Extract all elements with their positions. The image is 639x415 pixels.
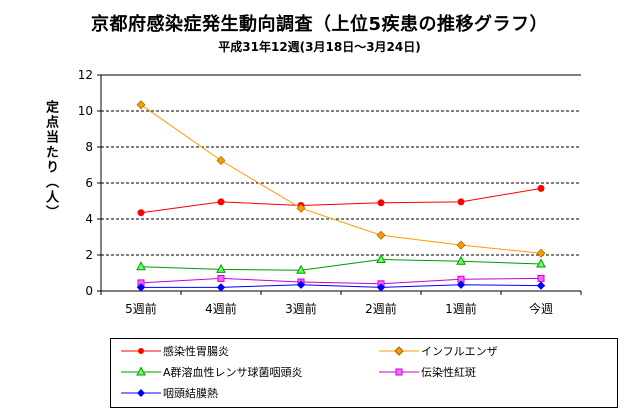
legend-item: 感染性胃腸炎 [121,344,229,358]
legend-label: 伝染性紅斑 [421,366,476,379]
data-point [456,280,466,289]
data-point [136,100,146,110]
data-point [376,283,386,292]
legend-label: インフルエンザ [421,345,498,358]
series-line [141,284,542,288]
data-point [296,264,306,274]
data-point [216,263,226,273]
chart-subtitle: 平成31年12週(3月18日～3月24日) [218,40,421,54]
x-tick-label: 1週前 [445,301,477,316]
data-point [216,283,226,292]
series-line [140,277,542,285]
series-line [140,258,542,271]
x-tick-label: 2週前 [365,301,397,316]
data-point [537,274,545,282]
data-point [376,253,386,263]
y-tick-label: 6 [85,176,93,190]
legend-label: A群溶血性レンサ球菌咽頭炎 [163,366,303,379]
legend-item: A群溶血性レンサ球菌咽頭炎 [121,365,303,379]
y-tick-label: 12 [78,68,93,82]
series-line [140,104,542,254]
data-point [457,198,465,206]
data-point [296,280,306,289]
data-point [217,198,225,206]
legend: 感染性胃腸炎 インフルエンザ A群溶血性レンサ球菌咽頭炎 伝染性紅斑咽頭結膜熱 [110,338,618,408]
data-point [216,156,226,165]
data-point [136,261,146,271]
legend-item: インフルエンザ [379,344,498,358]
line-chart: 0 2 4 6 8 10 12 5週前 4週前 3週前 2週前 1週前 今週 [78,68,582,316]
y-tick-label: 2 [85,248,93,262]
data-point [137,209,145,217]
data-point [377,199,385,207]
legend-swatch [379,368,419,376]
data-point [136,283,146,292]
legend-swatch [121,389,161,397]
x-tick-label: 5週前 [125,301,157,316]
legend-label: 咽頭結膜熱 [163,387,218,400]
data-point [456,240,466,250]
data-point [296,203,306,213]
legend-item: 伝染性紅斑 [379,365,476,379]
data-point [456,255,466,265]
y-tick-label: 8 [85,140,93,154]
data-point [536,258,546,268]
data-point [536,248,546,258]
x-tick-label: 今週 [529,301,553,316]
y-tick-label: 10 [78,104,93,118]
chart-title: 京都府感染症発生動向調査（上位5疾患の推移グラフ） [90,14,549,35]
data-point [536,281,546,290]
data-point [217,274,225,282]
data-point [376,230,386,240]
y-tick-label: 4 [85,212,93,226]
legend-swatch [121,348,161,354]
x-tick-label: 4週前 [205,301,237,316]
data-point [537,184,545,192]
x-tick-label: 3週前 [285,301,317,316]
series-line [140,187,542,214]
y-axis-label: 定点当たり（人） [43,100,58,220]
legend-swatch [121,366,161,376]
legend-label: 感染性胃腸炎 [163,345,229,358]
legend-swatch [379,346,419,356]
legend-item: 咽頭結膜熱 [121,386,218,400]
y-tick-label: 0 [85,284,93,298]
